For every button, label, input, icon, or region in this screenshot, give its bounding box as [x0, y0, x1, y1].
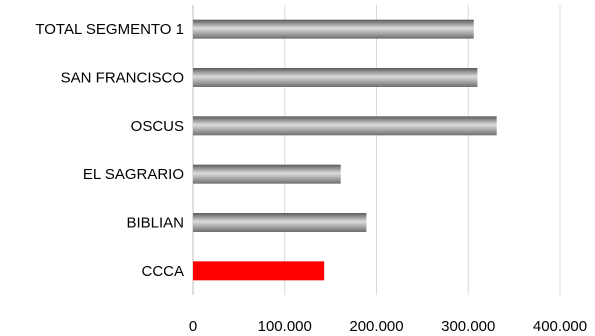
bar — [193, 164, 341, 184]
category-label: EL SAGRARIO — [83, 166, 184, 183]
bar — [193, 68, 478, 87]
x-tick-label: 400.000 — [533, 318, 587, 335]
x-tick-labels: 0 100.000 200.000 300.000 400.000 — [189, 318, 587, 335]
bars — [193, 19, 497, 281]
category-label: SAN FRANCISCO — [61, 70, 184, 87]
bar — [193, 116, 497, 136]
bar — [193, 261, 325, 281]
category-label: BIBLIAN — [126, 215, 184, 232]
category-label: OSCUS — [131, 118, 184, 135]
bar — [193, 19, 474, 39]
bar — [193, 213, 367, 232]
category-labels: TOTAL SEGMENTO 1 SAN FRANCISCO OSCUS EL SAG… — [35, 21, 184, 280]
category-label: TOTAL SEGMENTO 1 — [35, 21, 184, 38]
gridlines — [192, 5, 561, 295]
category-label: CCCA — [141, 263, 184, 280]
x-tick-label: 0 — [189, 318, 197, 335]
x-tick-label: 200.000 — [349, 318, 403, 335]
x-tick-label: 300.000 — [441, 318, 495, 335]
x-tick-label: 100.000 — [258, 318, 312, 335]
